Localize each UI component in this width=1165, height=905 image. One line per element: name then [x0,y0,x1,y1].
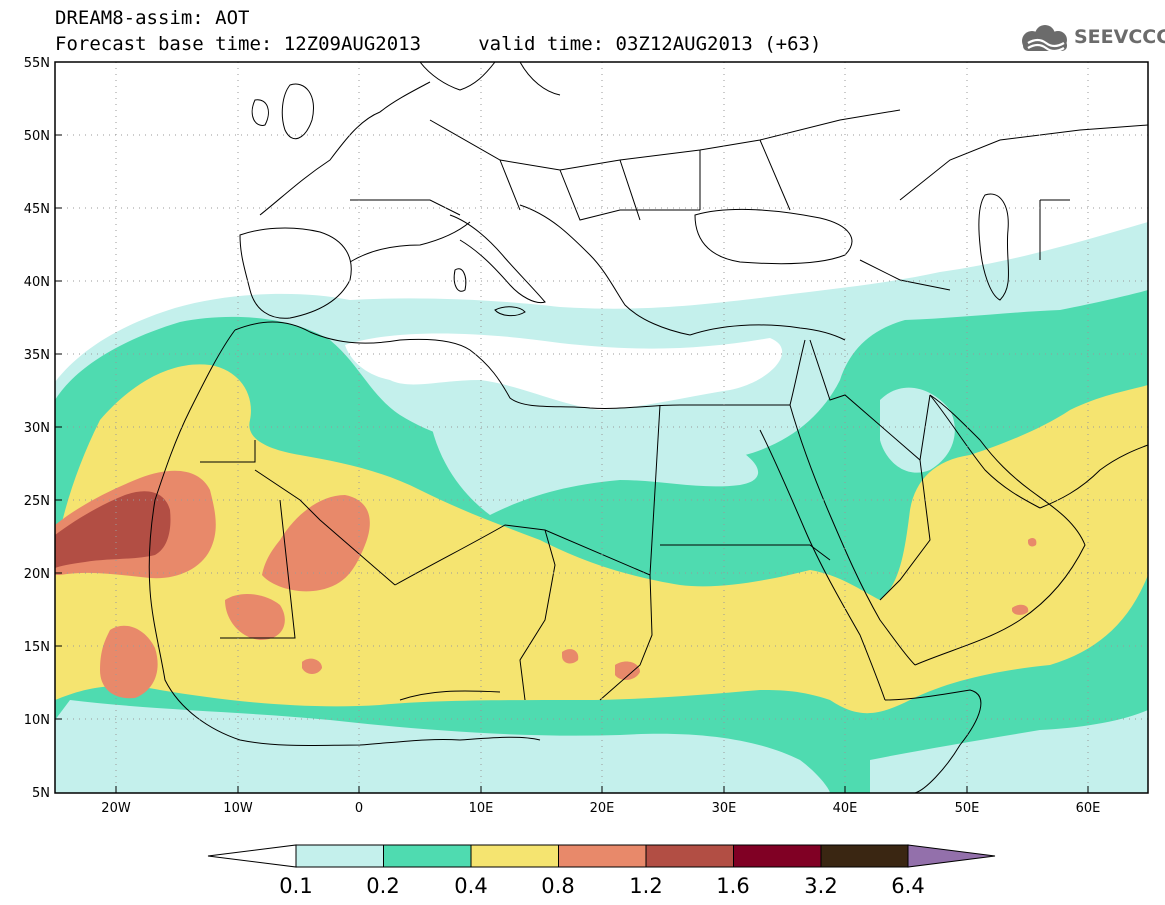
colorbar-arrow-left [207,844,297,868]
map-subtitle-times: Forecast base time: 12Z09AUG2013 valid t… [55,33,822,55]
coastlines-borders [148,62,1148,793]
aot-band-0.4 [55,364,1148,714]
aot-map: 55N 50N 45N 40N 35N 30N 25N 20N 15N 10N … [24,56,1149,816]
colorbar-boxes [295,844,909,868]
lat-label: 30N [24,421,50,436]
logo-text: SEEVCCC [1074,26,1165,48]
colorbar-box [733,844,822,868]
cloud-icon [1022,25,1067,53]
lat-label: 55N [24,56,50,71]
colorbar-box [558,844,647,868]
colorbar-label: 0.2 [366,874,399,898]
colorbar-legend: 0.1 0.2 0.4 0.8 1.2 1.6 3.2 6.4 [207,844,996,898]
colorbar-arrow-right [907,844,996,868]
colorbar-box [645,844,734,868]
colorbar-label: 6.4 [891,874,924,898]
lat-label: 40N [24,275,50,290]
axis-ticks [55,61,1089,793]
lon-label: 30E [712,801,737,816]
lon-label: 50E [955,801,980,816]
map-title: DREAM8-assim: AOT [55,7,250,29]
aot-fields [55,222,1148,793]
lon-label: 10W [223,801,253,816]
lat-label: 20N [24,567,50,582]
colorbar-labels: 0.1 0.2 0.4 0.8 1.2 1.6 3.2 6.4 [279,874,924,898]
colorbar-box [383,844,472,868]
gridlines [55,62,1148,793]
colorbar-box [470,844,559,868]
colorbar-label: 1.6 [716,874,749,898]
lat-label: 10N [24,713,50,728]
aot-band-1.2 [55,491,171,568]
lat-label: 15N [24,640,50,655]
lon-label: 10E [469,801,494,816]
colorbar-label: 3.2 [804,874,837,898]
latitude-labels: 55N 50N 45N 40N 35N 30N 25N 20N 15N 10N … [24,56,50,801]
colorbar-label: 0.1 [279,874,312,898]
lon-label: 40E [833,801,858,816]
lat-label: 25N [24,494,50,509]
lat-label: 45N [24,202,50,217]
colorbar-label: 0.8 [541,874,574,898]
colorbar-label: 1.2 [629,874,662,898]
colorbar-label: 0.4 [454,874,487,898]
lon-label: 20E [590,801,615,816]
lon-label: 0 [355,801,363,816]
lat-label: 35N [24,348,50,363]
colorbar-box [820,844,909,868]
lat-label: 5N [32,786,50,801]
lon-label: 60E [1076,801,1101,816]
lon-label: 20W [101,801,131,816]
lat-label: 50N [24,129,50,144]
colorbar-box [295,844,384,868]
longitude-labels: 20W 10W 0 10E 20E 30E 40E 50E 60E [101,801,1100,816]
